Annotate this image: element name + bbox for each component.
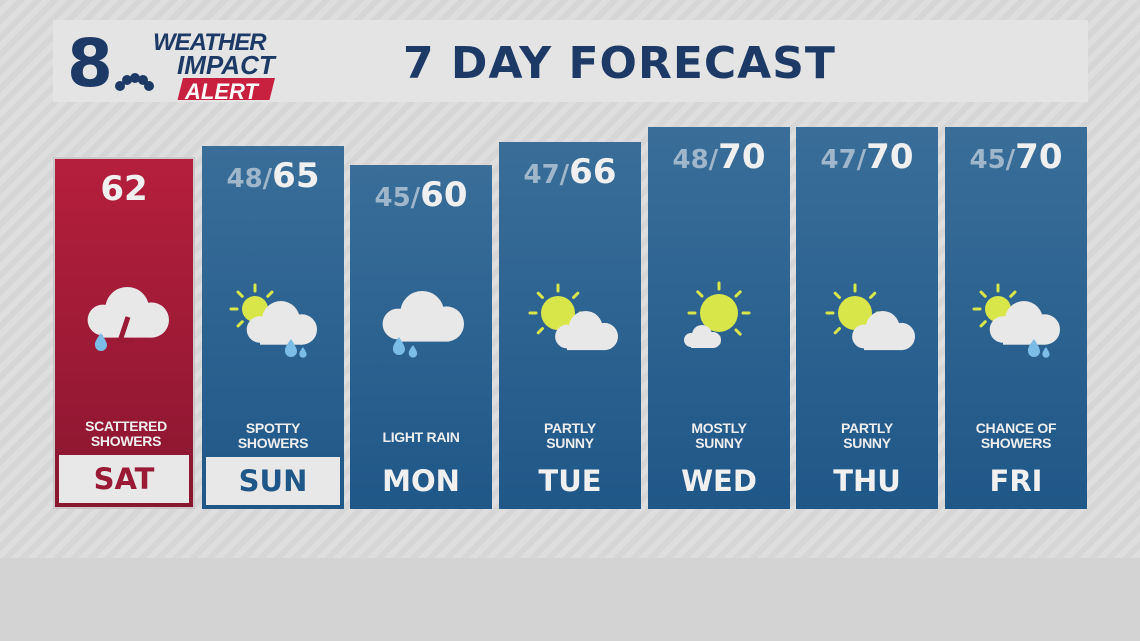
- condition-label: LIGHT RAIN: [382, 429, 460, 445]
- temp-separator: /: [708, 145, 719, 175]
- condition-label: MOSTLY SUNNY: [691, 420, 747, 451]
- sun-cloud-rain-icon: [229, 283, 317, 358]
- low-temp: 47: [820, 145, 857, 175]
- high-temp: 60: [420, 175, 468, 215]
- day-label: WED: [681, 464, 757, 498]
- day-card-mon: 45/60 LIGHT RAIN MON: [350, 165, 492, 509]
- low-temp: 48: [672, 145, 709, 175]
- partly-sunny-icon: [528, 283, 618, 351]
- condition-label: PARTLY SUNNY: [544, 420, 596, 451]
- low-temp: 47: [523, 160, 560, 190]
- temperatures: 45/70: [945, 137, 1087, 177]
- temperatures: 47/70: [796, 137, 938, 177]
- high-temp: 62: [100, 169, 148, 209]
- high-temp: 66: [569, 152, 617, 192]
- day-card-sun: 48/65 SPOTTY SHOWERS SUN: [202, 146, 344, 509]
- mostly-sunny-icon: [684, 281, 751, 348]
- day-card-wed: 48/70 MOSTLY SUNNY WED: [648, 127, 790, 509]
- temp-separator: /: [262, 164, 273, 194]
- svg-text:ALERT: ALERT: [184, 79, 259, 100]
- cloud-rain-icon: [382, 291, 464, 358]
- svg-text:8: 8: [67, 25, 113, 100]
- lower-band: [0, 558, 1140, 641]
- condition-label: PARTLY SUNNY: [841, 420, 893, 451]
- temp-separator: /: [410, 183, 421, 213]
- condition-label: SPOTTY SHOWERS: [237, 420, 309, 451]
- high-temp: 65: [272, 156, 320, 196]
- high-temp: 70: [866, 137, 914, 177]
- high-temp: 70: [1015, 137, 1063, 177]
- high-temp: 70: [718, 137, 766, 177]
- low-temp: 45: [969, 145, 1006, 175]
- temperatures: 62: [55, 169, 193, 209]
- day-card-fri: 45/70 CHANCE OF SHOWERS FRI: [945, 127, 1087, 509]
- day-label: SAT: [59, 455, 189, 503]
- temperatures: 48/70: [648, 137, 790, 177]
- svg-text:IMPACT: IMPACT: [177, 50, 277, 80]
- day-label: FRI: [989, 464, 1043, 498]
- day-label: SUN: [206, 457, 340, 505]
- sun-cloud-rain-icon: [972, 283, 1060, 358]
- condition-label: SCATTERED SHOWERS: [85, 418, 167, 449]
- low-temp: 45: [374, 183, 411, 213]
- day-card-sat: 62 SCATTERED SHOWERS SAT: [53, 157, 195, 509]
- page-title: 7 DAY FORECAST: [403, 38, 836, 89]
- low-temp: 48: [226, 164, 263, 194]
- day-label: MON: [382, 464, 460, 498]
- condition-label: CHANCE OF SHOWERS: [975, 420, 1057, 451]
- temp-separator: /: [1005, 145, 1016, 175]
- station-logo-icon: 8 WEATHER IMPACT ALERT: [67, 25, 277, 100]
- temperatures: 45/60: [350, 175, 492, 215]
- header-bar: 8 WEATHER IMPACT ALERT 7 DAY FORECAST: [53, 20, 1088, 102]
- day-label: THU: [833, 464, 901, 498]
- temp-separator: /: [559, 160, 570, 190]
- temp-separator: /: [856, 145, 867, 175]
- day-card-thu: 47/70 PARTLY SUNNY THU: [796, 127, 938, 509]
- thunder-showers-icon: [87, 287, 169, 351]
- day-card-tue: 47/66 PARTLY SUNNY TUE: [499, 142, 641, 509]
- svg-text:WEATHER: WEATHER: [153, 29, 267, 56]
- partly-sunny-icon: [825, 283, 915, 351]
- temperatures: 47/66: [499, 152, 641, 192]
- temperatures: 48/65: [202, 156, 344, 196]
- day-label: TUE: [538, 464, 602, 498]
